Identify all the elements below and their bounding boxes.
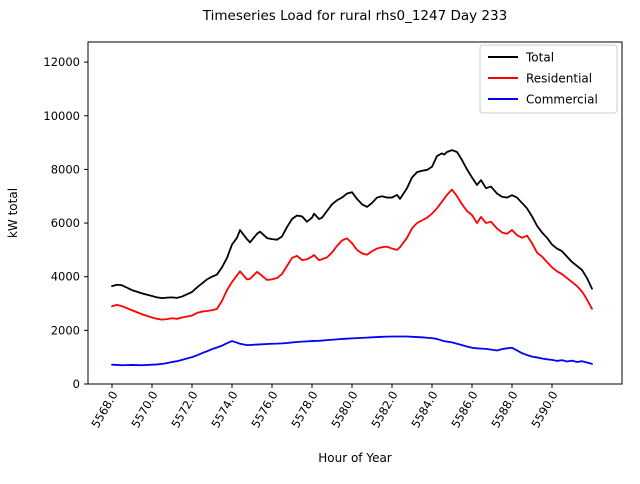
- x-tick-label: 5588.0: [488, 389, 520, 431]
- chart-title: Timeseries Load for rural rhs0_1247 Day …: [202, 8, 507, 24]
- y-tick-label: 8000: [51, 162, 80, 176]
- legend-label-total: Total: [525, 51, 554, 65]
- plot-area-border: [87, 41, 623, 385]
- x-tick-label: 5590.0: [528, 389, 560, 431]
- series-line-commercial: [111, 335, 593, 367]
- legend-box: [479, 44, 618, 114]
- x-tick-label: 5578.0: [288, 389, 320, 431]
- y-tick-label: 2000: [51, 323, 80, 337]
- series-line-total: [111, 149, 593, 300]
- x-tick-label: 5570.0: [128, 389, 160, 431]
- x-tick-label: 5574.0: [208, 389, 240, 431]
- series-line-residential: [111, 188, 593, 321]
- x-tick-label: 5584.0: [408, 389, 440, 431]
- legend-label-commercial: Commercial: [526, 93, 598, 107]
- x-tick-label: 5576.0: [248, 389, 280, 431]
- x-tick-label: 5580.0: [328, 389, 360, 431]
- y-tick-label: 10000: [43, 109, 80, 123]
- x-tick-label: 5572.0: [168, 389, 200, 431]
- legend-label-residential: Residential: [526, 72, 592, 86]
- y-tick-label: 12000: [43, 55, 80, 69]
- y-axis-label: kW total: [6, 188, 20, 238]
- x-axis-label: Hour of Year: [318, 451, 392, 465]
- x-tick-label: 5568.0: [88, 389, 120, 431]
- y-tick-label: 6000: [51, 216, 80, 230]
- x-tick-label: 5586.0: [448, 389, 480, 431]
- y-tick-label: 4000: [51, 270, 80, 284]
- y-tick-label: 0: [73, 377, 80, 391]
- x-tick-label: 5582.0: [368, 389, 400, 431]
